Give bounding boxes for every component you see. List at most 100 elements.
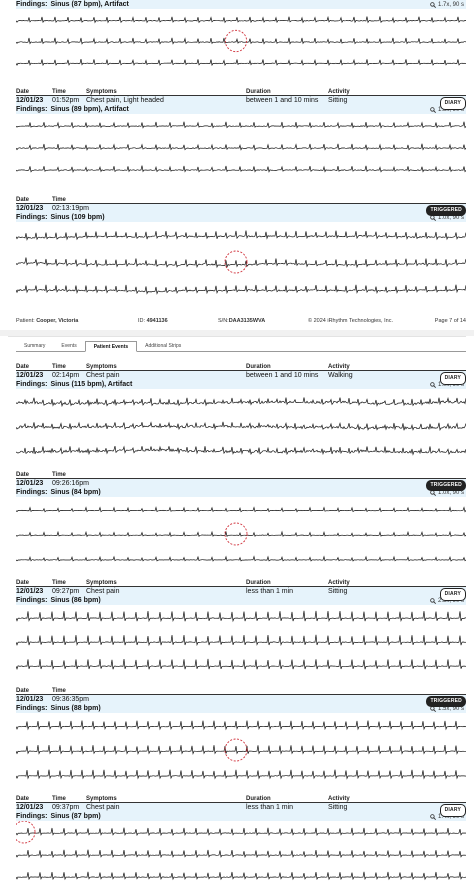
ecg-strips [16, 497, 466, 571]
col-time-label: Time [52, 364, 66, 370]
triggered-badge: TRIGGERED [426, 480, 466, 491]
findings-label: Findings: [16, 597, 48, 604]
event-card: Date Time 12/01/23 09:26:16pm TRIGGERED … [16, 471, 466, 571]
diary-badge: DIARY [439, 588, 466, 601]
ecg-strips [16, 114, 466, 180]
event-header-values: 12/01/23 09:36:35pm TRIGGERED [16, 695, 466, 707]
event-duration: less than 1 min [246, 804, 294, 811]
event-header-values: 12/01/23 02:14pm Chest pain between 1 an… [16, 371, 466, 385]
event-activity: Walking [328, 372, 353, 379]
ecg-trace-line [16, 421, 466, 432]
col-date-label: Date [16, 364, 30, 370]
col-time-label: Time [52, 472, 66, 478]
ecg-strips [16, 9, 466, 73]
col-duration-label: Duration [246, 580, 271, 586]
col-duration-label: Duration [246, 796, 271, 802]
findings-label: Findings: [16, 705, 48, 712]
magnifier-icon[interactable] [430, 106, 436, 113]
event-marker-circle [224, 250, 248, 274]
magnifier-icon[interactable] [430, 1, 436, 8]
ecg-trace-line [16, 506, 466, 513]
event-header-values: 12/01/23 09:27pm Chest pain less than 1 … [16, 587, 466, 601]
col-date-label: Date [16, 796, 30, 802]
event-card: Date Time 12/01/23 09:36:35pm TRIGGERED … [16, 687, 466, 787]
col-activity-label: Activity [328, 796, 350, 802]
event-header-labels: Date Time Symptoms Duration Activity [16, 363, 466, 371]
copyright: © 2024 iRhythm Technologies, Inc. [308, 318, 393, 324]
col-time-label: Time [52, 89, 66, 95]
event-card: Date Time Symptoms Duration Activity 12/… [16, 795, 466, 887]
triggered-badge: TRIGGERED [426, 696, 466, 707]
event-time: 02:13:19pm [52, 205, 89, 212]
ecg-trace-line [16, 121, 466, 129]
tab-patient-events[interactable]: Patient Events [84, 341, 138, 352]
ecg-trace-line [16, 257, 466, 269]
findings-row: Findings: Sinus (88 bpm) 1.5x, 90 s [16, 704, 466, 713]
tab-events[interactable]: Events [61, 343, 77, 349]
ecg-trace-line [16, 744, 466, 756]
event-card: Date Time Symptoms Duration Activity 12/… [16, 88, 466, 180]
ecg-trace-line [16, 658, 466, 670]
ecg-trace-set [16, 720, 466, 780]
event-symptoms: Chest pain [86, 588, 120, 595]
strip-scale: 1.5x, 90 s [437, 705, 464, 712]
event-date: 12/01/23 [16, 205, 44, 212]
ecg-strips [16, 389, 466, 463]
event-marker-circle [16, 821, 36, 844]
findings-text: Sinus (87 bpm) [50, 813, 101, 820]
event-top-partial: Findings: Sinus (87 bpm), Artifact 1.7x, … [16, 0, 466, 73]
col-time-label: Time [52, 580, 66, 586]
magnifier-icon[interactable] [430, 813, 436, 820]
ecg-trace-line [16, 445, 466, 456]
ecg-trace-set [16, 15, 466, 67]
event-header-values: 12/01/23 09:37pm Chest pain less than 1 … [16, 803, 466, 817]
event-symptoms: Chest pain [86, 804, 120, 811]
col-activity-label: Activity [328, 364, 350, 370]
event-header-labels: Date Time [16, 196, 466, 204]
findings-row: Findings:Sinus (89 bpm), Artifact 1.8x, … [16, 105, 466, 114]
patient-name: Cooper, Victoria [36, 318, 79, 324]
ecg-trace-set [16, 396, 466, 456]
sn-label: S/N: [218, 318, 229, 324]
ecg-trace-line [16, 230, 466, 241]
findings-text: Sinus (109 bpm) [50, 214, 105, 221]
findings-row: Findings: Sinus (109 bpm) 1.0x, 90 s [16, 213, 466, 222]
page-separator [0, 330, 474, 336]
event-header-labels: Date Time [16, 687, 466, 695]
event-marker-circle [224, 738, 248, 762]
col-date-label: Date [16, 580, 30, 586]
tab-additional-strips[interactable]: Additional Strips [145, 343, 182, 349]
strip-meta: 1.7x, 90 s [430, 2, 466, 8]
event-activity: Sitting [328, 588, 348, 595]
event-time: 01:52pm [52, 97, 80, 104]
strip-scale: 1.7x, 90 s [437, 1, 464, 8]
col-activity-label: Activity [328, 580, 350, 586]
magnifier-icon[interactable] [430, 597, 436, 604]
event-header-values: 12/01/23 01:52pm Chest pain, Light heade… [16, 96, 466, 110]
ecg-trace-line [16, 58, 466, 67]
findings-label: Findings: [16, 489, 48, 496]
ecg-trace-set [16, 610, 466, 670]
patient-id: 4941136 [146, 318, 168, 324]
ecg-trace-line [16, 769, 466, 780]
tab-summary[interactable]: Summary [24, 343, 46, 349]
event-symptoms: Chest pain, Light headed [86, 97, 164, 104]
event-date: 12/01/23 [16, 804, 44, 811]
findings-row: Findings: Sinus (84 bpm) 1.0x, 90 s [16, 488, 466, 497]
event-time: 09:37pm [52, 804, 80, 811]
serial-number: DAA3135WVA [228, 318, 266, 324]
report-page-7: Findings: Sinus (87 bpm), Artifact 1.7x, … [8, 0, 466, 330]
strip-scale: 1.0x, 90 s [437, 489, 464, 496]
triggered-badge: TRIGGERED [426, 205, 466, 216]
event-header-labels: Date Time Symptoms Duration Activity [16, 795, 466, 803]
page-number: Page 7 of 14 [434, 318, 466, 324]
event-duration: between 1 and 10 mins [246, 97, 319, 104]
ecg-trace-set [16, 506, 466, 562]
ecg-trace-line [16, 634, 466, 647]
event-date: 12/01/23 [16, 696, 44, 703]
findings-row: Findings:Sinus (115 bpm), Artifact 1.0x,… [16, 380, 466, 389]
findings-label: Findings: [16, 1, 48, 8]
findings-label: Findings: [16, 214, 48, 221]
magnifier-icon[interactable] [430, 381, 436, 388]
ecg-trace-line [16, 396, 466, 408]
